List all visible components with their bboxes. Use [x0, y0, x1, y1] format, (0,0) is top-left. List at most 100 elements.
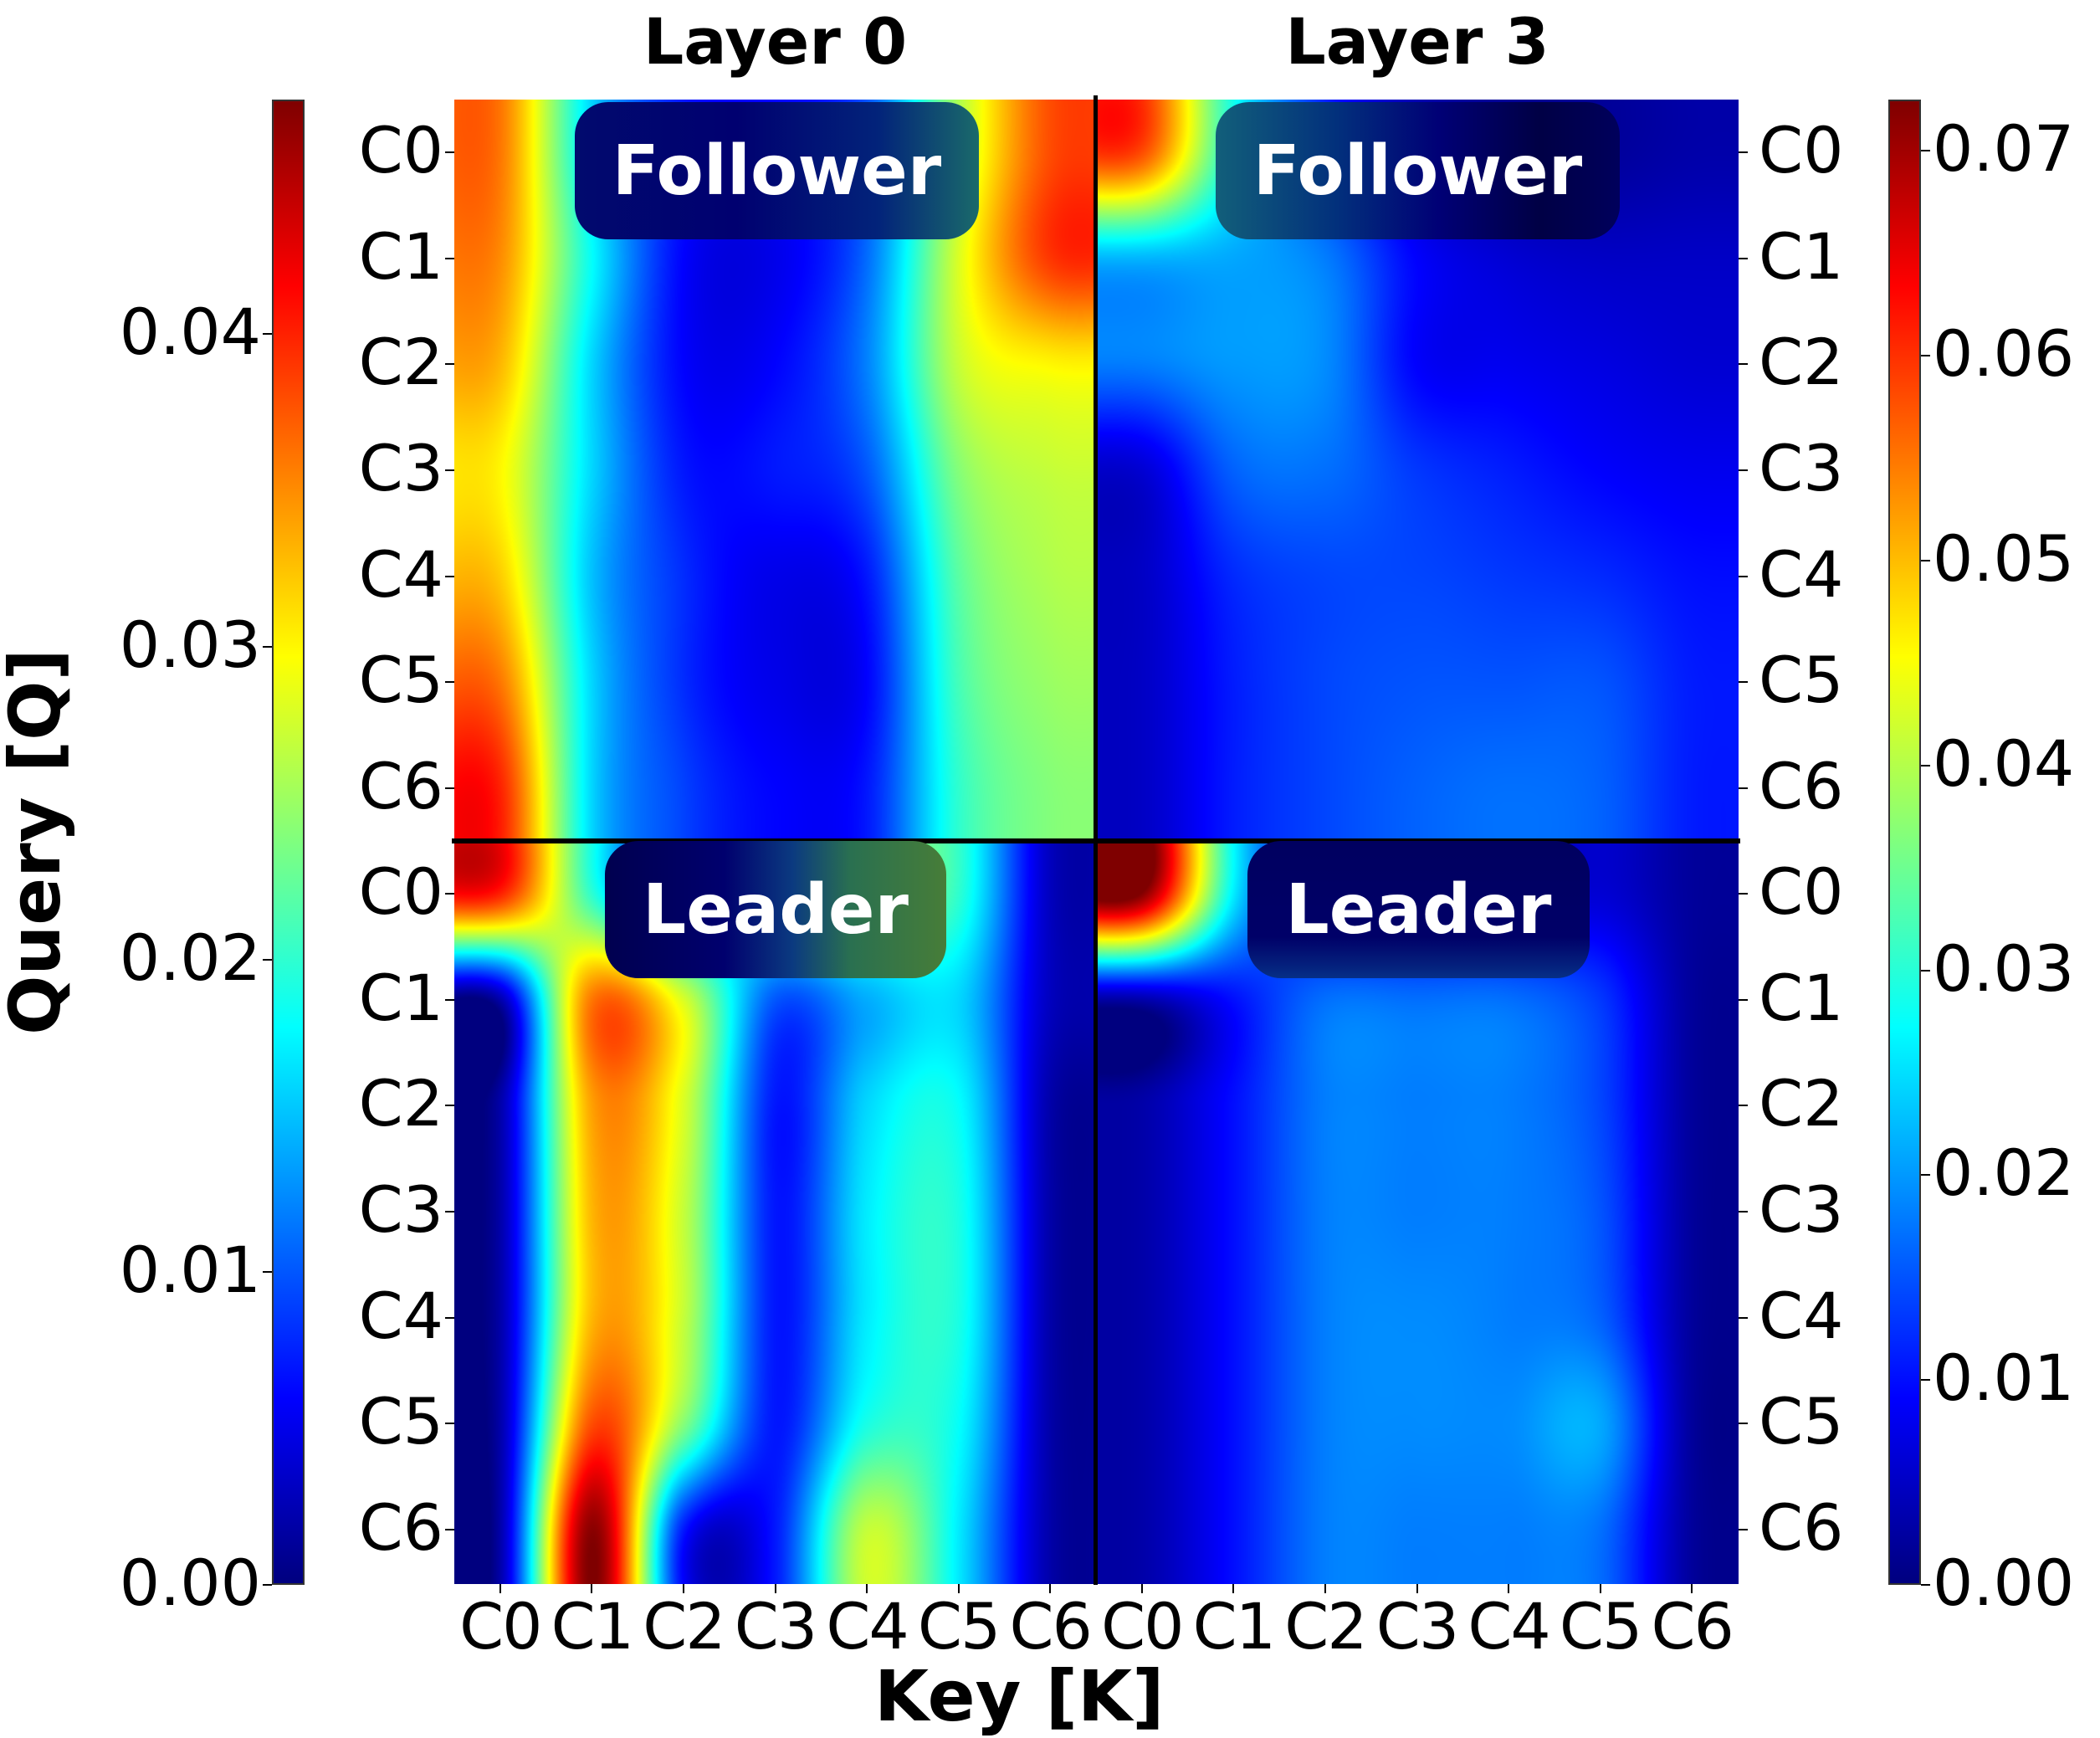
tick-mark	[1921, 1379, 1930, 1382]
tick-mark	[866, 1584, 868, 1593]
tick-mark	[263, 645, 272, 648]
tick-mark	[263, 1271, 272, 1274]
tick-mark	[1508, 1584, 1510, 1593]
y-tick-left-c3: C3	[358, 431, 443, 505]
tick-mark	[1416, 1584, 1418, 1593]
colorbar-tick-label: 0.00	[119, 1546, 261, 1620]
y-tick-left-c6: C6	[358, 748, 443, 823]
x-tick-c5: C5	[1559, 1589, 1642, 1664]
tick-mark	[1739, 151, 1748, 154]
colorbar-tick-label: 0.00	[1933, 1546, 2075, 1620]
tick-mark	[445, 469, 454, 471]
tick-mark	[1739, 1211, 1748, 1212]
tick-mark	[445, 681, 454, 684]
y-tick-left-c3: C3	[358, 1172, 443, 1247]
x-tick-c1: C1	[1192, 1589, 1276, 1664]
y-tick-right-c2: C2	[1759, 325, 1844, 400]
tick-mark	[1921, 764, 1930, 766]
tick-mark	[1599, 1584, 1601, 1593]
y-tick-left-c5: C5	[358, 643, 443, 718]
y-tick-left-c4: C4	[358, 536, 443, 612]
tick-mark	[1140, 1584, 1143, 1593]
x-axis-label: Key [K]	[874, 1655, 1165, 1737]
tick-mark	[445, 151, 454, 154]
y-tick-right-c5: C5	[1759, 643, 1844, 718]
tick-mark	[445, 893, 454, 895]
tick-mark	[1921, 1584, 1930, 1586]
title-layer-0: Layer 0	[643, 4, 908, 79]
colorbar-tick-label: 0.06	[1933, 316, 2075, 392]
tick-mark	[1921, 969, 1930, 972]
colorbar-layer0	[272, 100, 305, 1585]
tick-mark	[1739, 1316, 1748, 1319]
horizontal-divider	[452, 838, 1740, 843]
tick-mark	[1049, 1584, 1052, 1593]
y-tick-right-c2: C2	[1759, 1066, 1844, 1141]
tick-mark	[445, 1423, 454, 1425]
x-tick-c4: C4	[826, 1589, 909, 1664]
badge-follower-layer0: Follower	[575, 102, 979, 239]
tick-mark	[591, 1584, 593, 1593]
tick-mark	[445, 1316, 454, 1319]
y-tick-right-c5: C5	[1759, 1384, 1844, 1459]
x-tick-c6: C6	[1009, 1589, 1092, 1664]
colorbar-tick-label: 0.04	[1933, 725, 2075, 801]
y-tick-left-c2: C2	[358, 325, 443, 400]
tick-mark	[1739, 363, 1748, 366]
tick-mark	[445, 1211, 454, 1212]
tick-mark	[1739, 257, 1748, 259]
tick-mark	[445, 787, 454, 789]
tick-mark	[263, 333, 272, 336]
x-tick-c6: C6	[1651, 1589, 1734, 1664]
title-layer-3: Layer 3	[1285, 4, 1549, 79]
tick-mark	[1739, 893, 1748, 895]
tick-mark	[1921, 559, 1930, 561]
x-tick-c1: C1	[551, 1589, 634, 1664]
x-tick-c0: C0	[1101, 1589, 1184, 1664]
y-tick-right-c0: C0	[1759, 113, 1844, 188]
tick-mark	[1739, 998, 1748, 1001]
x-tick-c3: C3	[734, 1589, 817, 1664]
x-tick-c3: C3	[1375, 1589, 1459, 1664]
x-tick-c4: C4	[1467, 1589, 1550, 1664]
tick-mark	[1739, 1528, 1748, 1530]
tick-mark	[263, 1584, 272, 1586]
tick-mark	[682, 1584, 684, 1593]
colorbar-layer3	[1888, 100, 1921, 1585]
colorbar-tick-label: 0.05	[1933, 520, 2075, 596]
colorbar-tick-label: 0.01	[1933, 1341, 2075, 1416]
tick-mark	[1739, 575, 1748, 577]
tick-mark	[1232, 1584, 1235, 1593]
tick-mark	[1739, 1105, 1748, 1107]
tick-mark	[445, 363, 454, 366]
tick-mark	[1739, 681, 1748, 684]
y-tick-left-c2: C2	[358, 1066, 443, 1141]
colorbar-tick-label: 0.03	[119, 607, 261, 682]
y-axis-label: Query [Q]	[0, 649, 76, 1035]
tick-mark	[1739, 1423, 1748, 1425]
colorbar-tick-label: 0.03	[1933, 931, 2075, 1006]
tick-mark	[1739, 469, 1748, 471]
tick-mark	[445, 1105, 454, 1107]
badge-follower-layer3: Follower	[1216, 102, 1620, 239]
tick-mark	[957, 1584, 960, 1593]
x-tick-c5: C5	[917, 1589, 1001, 1664]
colorbar-tick-label: 0.01	[119, 1233, 261, 1308]
y-tick-left-c4: C4	[358, 1278, 443, 1353]
tick-mark	[445, 1528, 454, 1530]
x-tick-c2: C2	[643, 1589, 725, 1664]
tick-mark	[499, 1584, 501, 1593]
x-tick-c0: C0	[459, 1589, 542, 1664]
tick-mark	[1739, 787, 1748, 789]
tick-mark	[263, 958, 272, 961]
y-tick-left-c5: C5	[358, 1384, 443, 1459]
tick-mark	[774, 1584, 776, 1593]
tick-mark	[1921, 150, 1930, 152]
badge-leader-layer3: Leader	[1247, 841, 1590, 978]
y-tick-left-c1: C1	[358, 960, 443, 1035]
y-tick-right-c4: C4	[1759, 1278, 1844, 1353]
y-tick-right-c0: C0	[1759, 854, 1844, 930]
tick-mark	[1921, 355, 1930, 357]
tick-mark	[1324, 1584, 1326, 1593]
y-tick-left-c1: C1	[358, 218, 443, 294]
